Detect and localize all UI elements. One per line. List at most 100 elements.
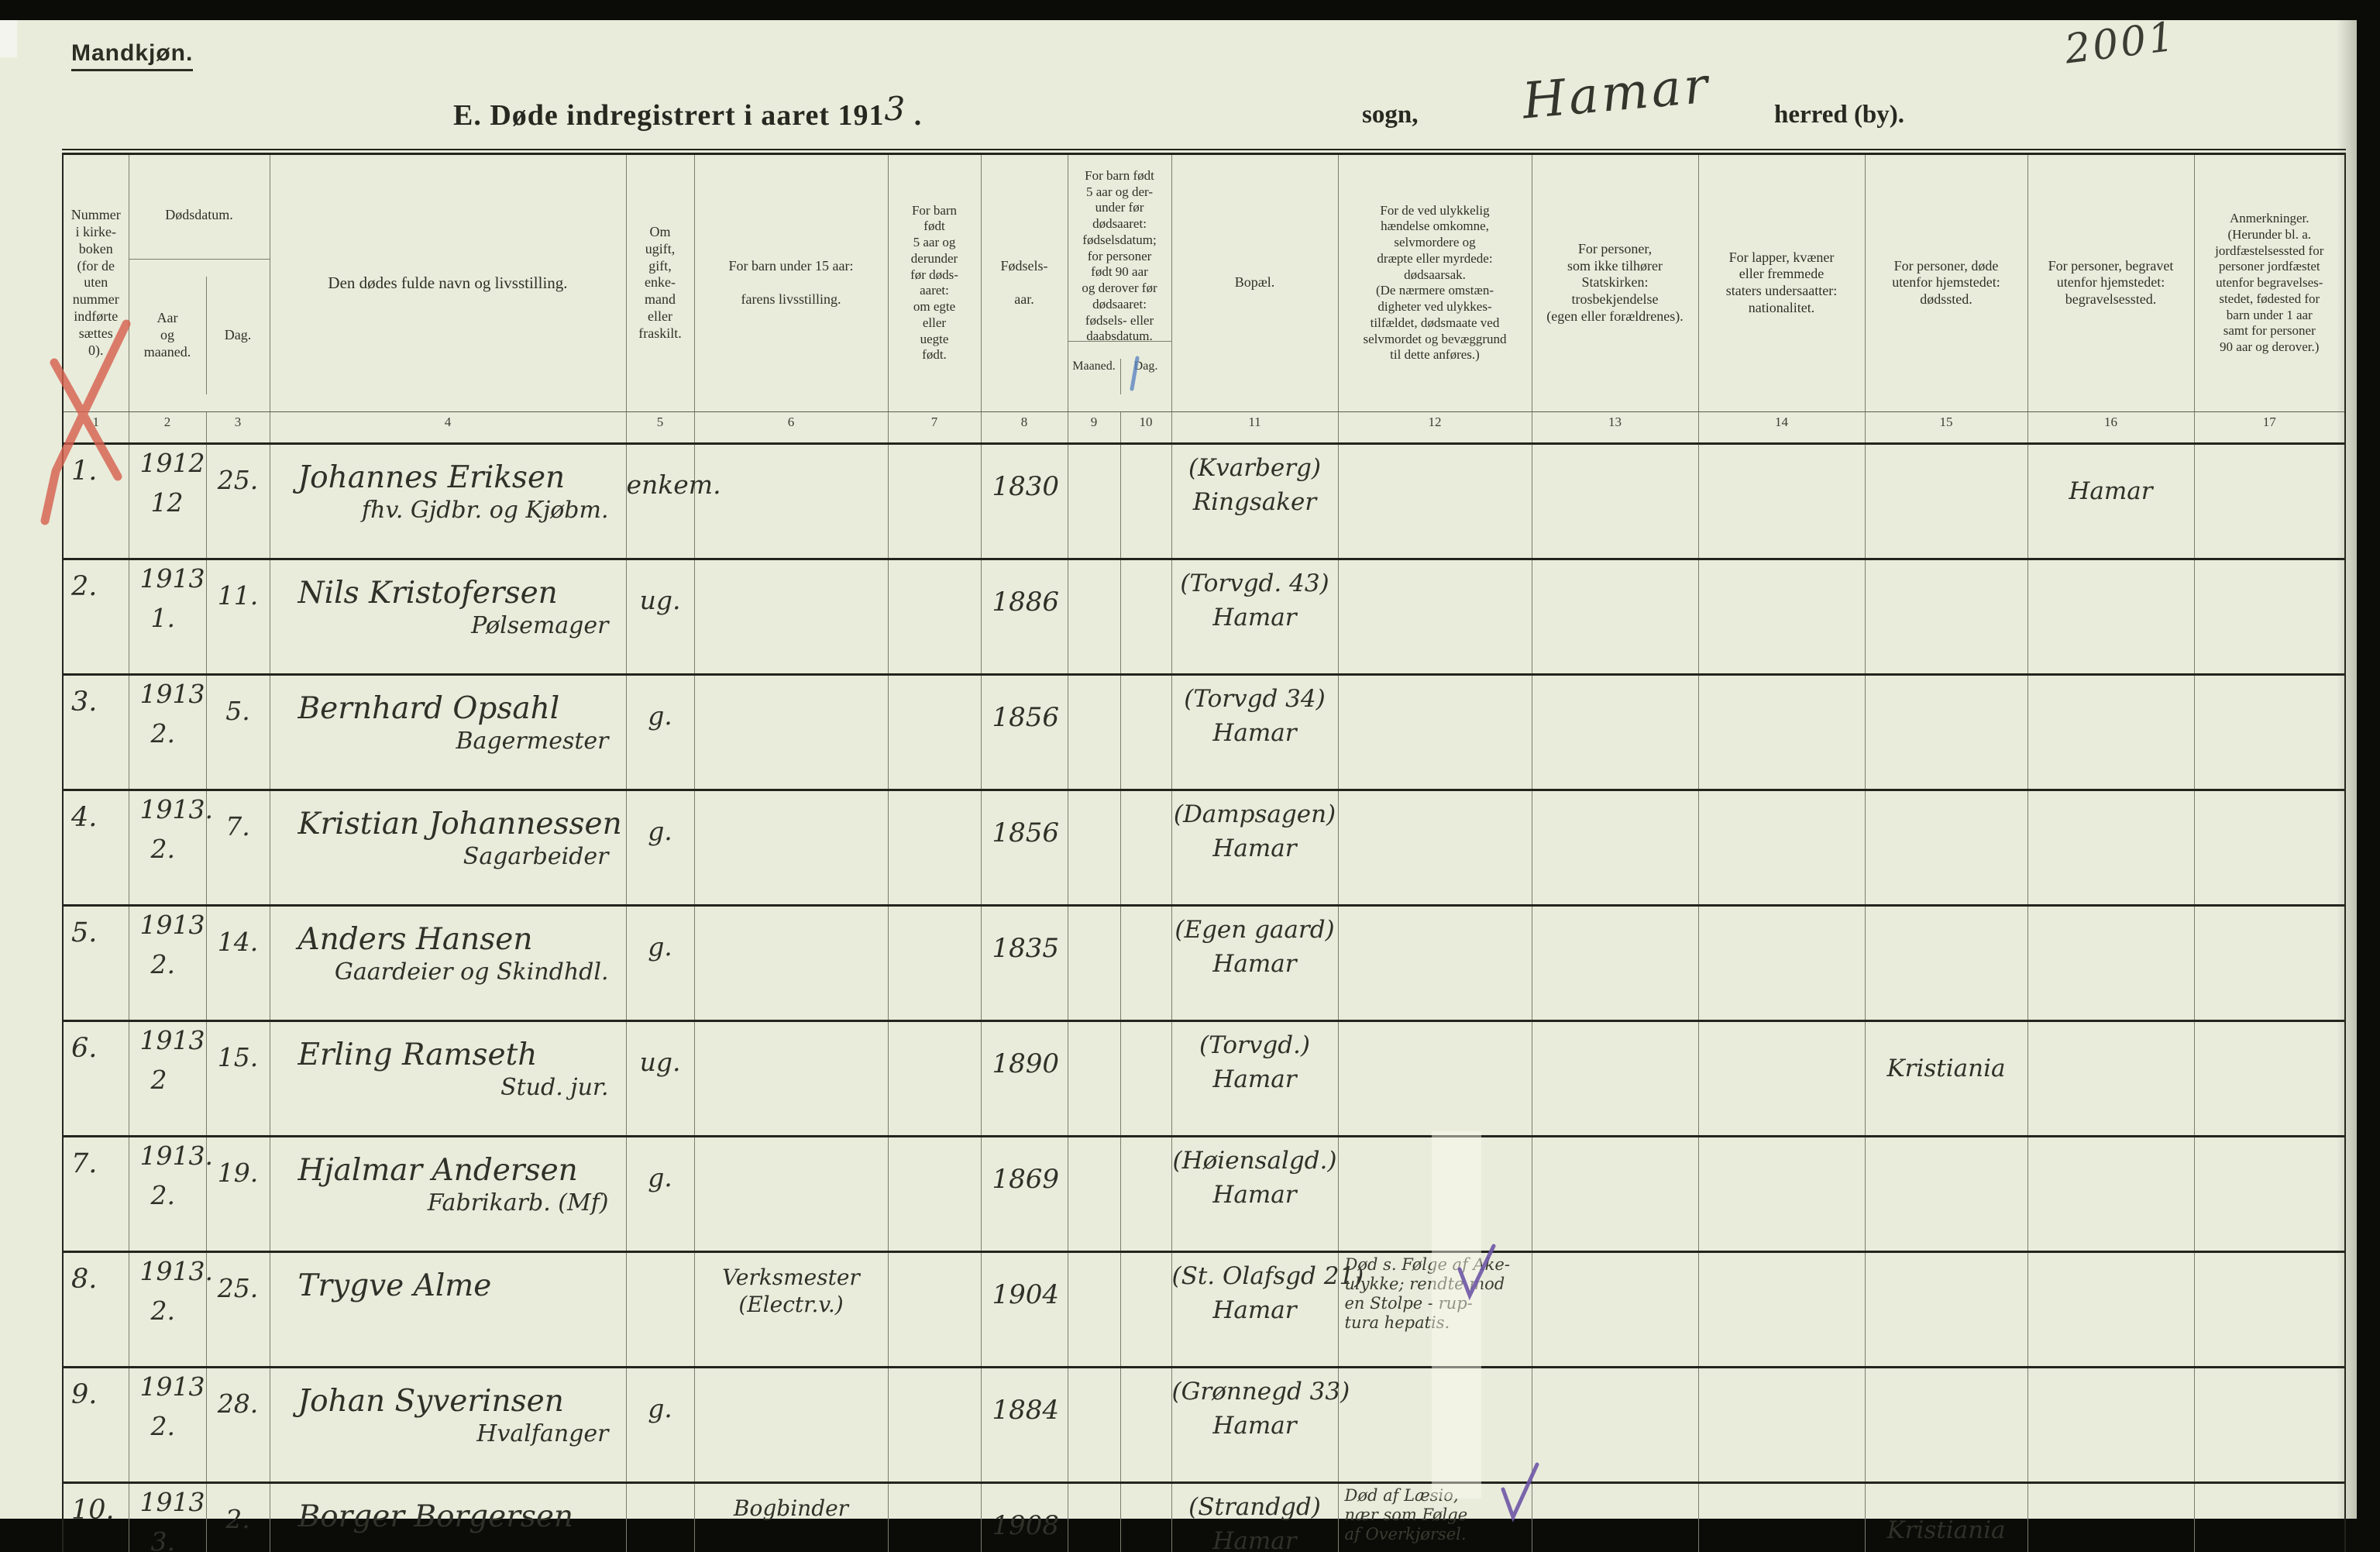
table-body: 1. 1912 12 25. Johannes Eriksen fhv. Gjdbr. o… [62, 443, 2346, 1552]
cell-death-cause: Død s. Følge af Ake-ulykke; rendte mod en… [1337, 1251, 1532, 1368]
cell-death-place [1864, 905, 2028, 1022]
header-remarks: Anmerkninger. (Herunder bl. a. jordfæste… [2193, 153, 2346, 412]
cell-name-occupation: Anders Hansen Gaardeier og Skindhdl. [269, 905, 627, 1022]
cell-nationality [1697, 1020, 1866, 1137]
cell-death-day: 14. [205, 905, 270, 1022]
cell-death-day: 19. [205, 1136, 270, 1253]
cell-death-year-month: 1913 2 [128, 1020, 207, 1137]
register-table: Nummer i kirke- boken (for de uten numme… [62, 153, 2346, 1552]
cell-legitimate-birth [887, 1020, 982, 1137]
cell-death-year-month: 1913. 2. [128, 790, 213, 907]
cell-birth-month [1067, 443, 1121, 560]
col-num-7: 7 [887, 411, 982, 445]
page-title: E. Døde indregistrert i aaret 1913 . [453, 90, 922, 132]
table-row: 8. 1913. 2. 25. Trygve Alme Verksmester (Elect… [62, 1251, 2346, 1368]
cell-birth-year: 1830 [980, 443, 1068, 560]
header-number-in-churchbook: Nummer i kirke- boken (for de uten numme… [62, 153, 129, 412]
cell-death-cause [1337, 674, 1532, 791]
cell-marital-status: g. [625, 674, 695, 791]
header-father-occupation: For barn under 15 aar: farens livsstilli… [693, 153, 889, 412]
cell-church-number: 1. [62, 443, 129, 560]
col-num-1: 1 [62, 411, 129, 445]
cell-birth-day [1119, 790, 1172, 907]
cell-birth-year: 1835 [980, 905, 1068, 1022]
cell-death-cause [1337, 790, 1532, 907]
cell-religion [1531, 1136, 1699, 1253]
scan-notch [0, 20, 17, 57]
cell-name-occupation: Trygve Alme [269, 1251, 627, 1368]
table-row: 7. 1913. 2. 19. Hjalmar Andersen Fabrikarb. (… [62, 1136, 2346, 1253]
cell-father-occupation: Verksmester (Electr.v.) [693, 1251, 889, 1368]
cell-nationality [1697, 1251, 1866, 1368]
col-num-11: 11 [1171, 411, 1339, 445]
cell-marital-status: enkem. [625, 443, 721, 560]
cell-birth-year: 1890 [980, 1020, 1068, 1137]
col-num-17: 17 [2193, 411, 2346, 445]
cell-residence: (Torvgd 34) Hamar [1171, 674, 1339, 791]
col-num-4: 4 [269, 411, 627, 445]
cell-burial-place [2027, 790, 2195, 907]
cell-birth-year: 1856 [980, 790, 1068, 907]
cell-legitimate-birth [887, 559, 982, 676]
header-birthdate-text: For barn født 5 aar og der- under før dø… [1068, 168, 1171, 343]
cell-birth-year: 1884 [980, 1367, 1068, 1484]
cell-marital-status: g. [625, 1136, 695, 1253]
cell-birth-month [1067, 905, 1121, 1022]
cell-legitimate-birth [887, 790, 982, 907]
cell-remarks [2193, 1367, 2346, 1484]
cell-name-occupation: Johannes Eriksen fhv. Gjdbr. og Kjøbm. [269, 443, 627, 560]
cell-religion [1531, 1020, 1699, 1137]
cell-death-day: 7. [205, 790, 270, 907]
cell-name-occupation: Nils Kristofersen Pølsemager [269, 559, 627, 676]
cell-residence: (St. Olafsgd 21) Hamar [1171, 1251, 1364, 1368]
cell-residence: (Høiensalgd.) Hamar [1171, 1136, 1339, 1253]
col-num-3: 3 [205, 411, 270, 445]
cell-birth-day [1119, 1136, 1172, 1253]
place-handwritten: Hamar [1520, 57, 1714, 131]
table-row: 10. 1913 3. 2. Borger Borgersen Bogbinder 1908… [62, 1482, 2346, 1552]
cell-church-number: 5. [62, 905, 129, 1022]
cell-death-place [1864, 1136, 2028, 1253]
cell-death-year-month: 1913. 2. [128, 1136, 213, 1253]
col-num-14: 14 [1697, 411, 1866, 445]
col-num-8: 8 [980, 411, 1068, 445]
cell-birth-day [1119, 443, 1172, 560]
cell-death-cause [1337, 1136, 1532, 1253]
cell-religion [1531, 674, 1699, 791]
cell-legitimate-birth [887, 1482, 982, 1552]
cell-death-year-month: 1913 2. [128, 905, 207, 1022]
cell-nationality [1697, 443, 1866, 560]
cell-birth-month [1067, 1136, 1121, 1253]
col-num-5: 5 [625, 411, 695, 445]
cell-death-place: Kristiania [1864, 1482, 2028, 1552]
header-birth-month: Maaned. [1068, 358, 1121, 394]
table-row: 5. 1913 2. 14. Anders Hansen Gaardeier og Ski… [62, 905, 2346, 1022]
cell-birth-month [1067, 790, 1121, 907]
cell-death-year-month: 1912 12 [128, 443, 207, 560]
header-marital-status: Om ugift, gift, enke- mand eller fraskil… [625, 153, 695, 412]
cell-death-place [1864, 674, 2028, 791]
cell-marital-status [625, 1482, 695, 1552]
header-full-name: Den dødes fulde navn og livsstilling. [269, 153, 627, 412]
cell-nationality [1697, 1367, 1866, 1484]
cell-death-day: 2. [205, 1482, 270, 1552]
cell-church-number: 10. [62, 1482, 129, 1552]
herred-label: herred (by). [1774, 101, 1905, 129]
cell-death-year-month: 1913 2. [128, 1367, 207, 1484]
header-death-date: Dødsdatum. [129, 172, 270, 260]
cell-death-cause [1337, 559, 1532, 676]
table-row: 1. 1912 12 25. Johannes Eriksen fhv. Gjdbr. o… [62, 443, 2346, 560]
cell-remarks [2193, 905, 2346, 1022]
cell-death-place: Kristiania [1864, 1020, 2028, 1137]
cell-father-occupation [693, 1020, 889, 1137]
cell-father-occupation [693, 559, 889, 676]
cell-church-number: 9. [62, 1367, 129, 1484]
cell-residence: (Torvgd.) Hamar [1171, 1020, 1339, 1137]
page-title-printed: E. Døde indregistrert i aaret 191 [453, 99, 885, 132]
table-row: 6. 1913 2 15. Erling Ramseth Stud. jur. ug. 189… [62, 1020, 2346, 1137]
header-birthdate-group: For barn født 5 aar og der- under før dø… [1067, 153, 1172, 412]
cell-burial-place [2027, 1136, 2195, 1253]
cell-church-number: 8. [62, 1251, 129, 1368]
cell-religion [1531, 790, 1699, 907]
